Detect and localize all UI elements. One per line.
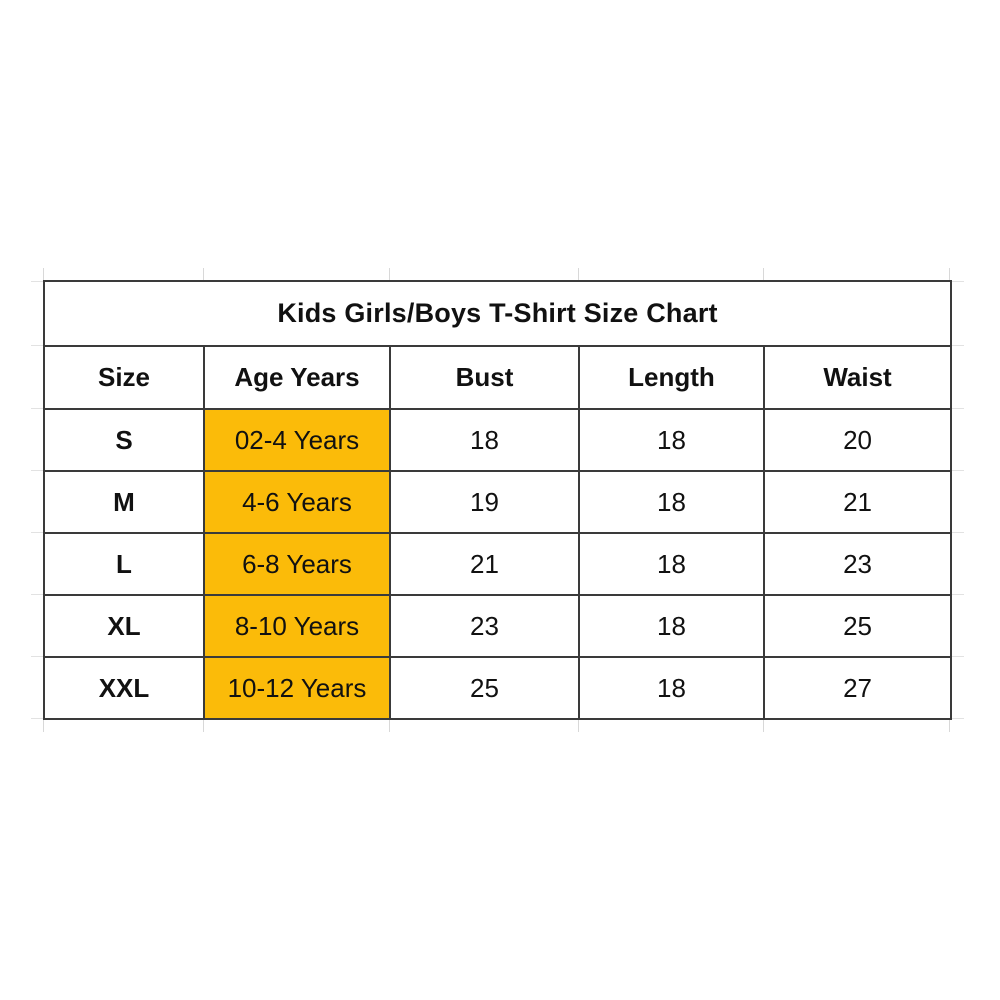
cell-bust: 25	[389, 656, 580, 720]
gridline-stub-vertical	[43, 718, 44, 732]
cell-size: XL	[43, 594, 205, 658]
chart-title: Kids Girls/Boys T-Shirt Size Chart	[42, 280, 953, 347]
cell-waist: 20	[762, 408, 953, 472]
gridline-stub-vertical	[578, 718, 579, 732]
column-header-waist: Waist	[762, 345, 953, 410]
cell-bust: 19	[389, 470, 580, 534]
cell-length: 18	[578, 656, 765, 720]
column-header-size: Size	[43, 345, 205, 410]
gridline-stub-horizontal	[950, 281, 964, 282]
cell-age: 6-8 Years	[203, 532, 391, 596]
gridline-stub-horizontal	[950, 532, 964, 533]
cell-waist: 27	[762, 656, 953, 720]
cell-age: 4-6 Years	[203, 470, 391, 534]
cell-length: 18	[578, 532, 765, 596]
cell-waist: 21	[762, 470, 953, 534]
cell-age: 10-12 Years	[203, 656, 391, 720]
table-row: S 02-4 Years 18 18 20	[43, 408, 953, 472]
gridline-stub-vertical	[949, 718, 950, 732]
cell-size: L	[43, 532, 205, 596]
cell-size: M	[43, 470, 205, 534]
table-header-row: Size Age Years Bust Length Waist	[43, 345, 953, 410]
cell-bust: 18	[389, 408, 580, 472]
column-header-age-years: Age Years	[203, 345, 391, 410]
gridline-stub-vertical	[203, 718, 204, 732]
cell-waist: 23	[762, 532, 953, 596]
size-chart-table: Kids Girls/Boys T-Shirt Size Chart Size …	[42, 280, 953, 720]
table-row: M 4-6 Years 19 18 21	[43, 470, 953, 534]
gridline-stub-horizontal	[950, 470, 964, 471]
table-row: XXL 10-12 Years 25 18 27	[43, 656, 953, 720]
cell-size: S	[43, 408, 205, 472]
gridline-stub-horizontal	[950, 718, 964, 719]
table-row: XL 8-10 Years 23 18 25	[43, 594, 953, 658]
gridline-stub-horizontal	[950, 594, 964, 595]
gridline-stub-horizontal	[950, 345, 964, 346]
gridline-stub-horizontal	[950, 656, 964, 657]
cell-bust: 23	[389, 594, 580, 658]
cell-length: 18	[578, 408, 765, 472]
cell-age: 02-4 Years	[203, 408, 391, 472]
cell-bust: 21	[389, 532, 580, 596]
column-header-bust: Bust	[389, 345, 580, 410]
gridline-stub-vertical	[389, 718, 390, 732]
table-row: L 6-8 Years 21 18 23	[43, 532, 953, 596]
gridline-stub-horizontal	[950, 408, 964, 409]
chart-title-row: Kids Girls/Boys T-Shirt Size Chart	[42, 280, 953, 347]
size-chart-container: Kids Girls/Boys T-Shirt Size Chart Size …	[42, 280, 953, 720]
cell-age: 8-10 Years	[203, 594, 391, 658]
cell-size: XXL	[43, 656, 205, 720]
gridline-stub-vertical	[763, 718, 764, 732]
cell-length: 18	[578, 594, 765, 658]
cell-length: 18	[578, 470, 765, 534]
column-header-length: Length	[578, 345, 765, 410]
cell-waist: 25	[762, 594, 953, 658]
